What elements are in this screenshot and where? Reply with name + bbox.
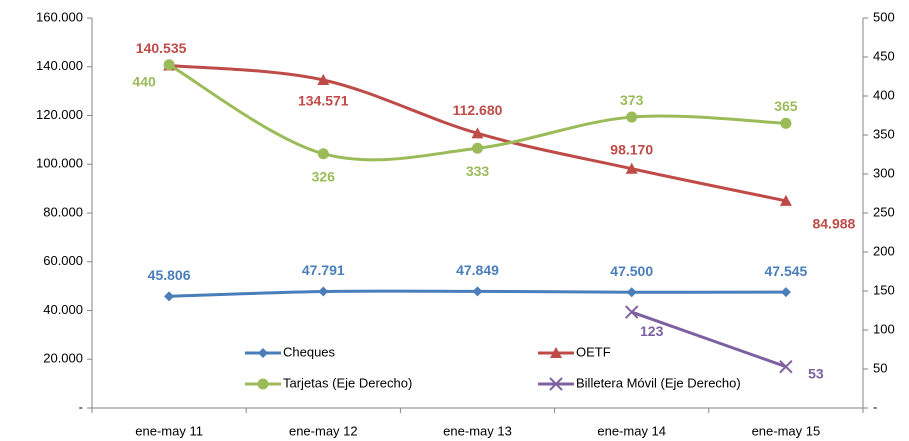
data-point xyxy=(626,111,638,123)
y2-tick-label: - xyxy=(873,399,877,414)
data-label: 123 xyxy=(640,323,664,339)
data-point xyxy=(780,117,792,129)
y-tick-label: 140.000 xyxy=(36,58,83,73)
data-point xyxy=(471,127,484,139)
y2-tick-label: 450 xyxy=(873,48,895,63)
data-label: 326 xyxy=(312,168,336,184)
y-tick-label: 40.000 xyxy=(43,302,83,317)
legend-marker xyxy=(550,347,562,358)
data-point xyxy=(624,305,639,319)
legend-marker xyxy=(258,348,268,358)
legend-marker xyxy=(549,377,563,391)
data-point xyxy=(164,291,175,302)
data-label: 134.571 xyxy=(298,93,349,109)
data-point xyxy=(163,59,175,71)
y2-tick-label: 200 xyxy=(873,243,895,258)
data-label: 84.988 xyxy=(812,216,855,232)
legend-marker xyxy=(257,378,269,390)
y-tick-label: 60.000 xyxy=(43,253,83,268)
y-tick-label: 20.000 xyxy=(43,351,83,366)
x-tick-label: ene-may 13 xyxy=(443,423,512,438)
y2-tick-label: 250 xyxy=(873,204,895,219)
data-point xyxy=(472,142,483,154)
x-tick-label: ene-may 15 xyxy=(752,423,821,438)
data-point xyxy=(626,287,637,298)
data-point xyxy=(779,359,793,374)
y-tick-label: 120.000 xyxy=(36,107,83,122)
legend-label: Tarjetas (Eje Derecho) xyxy=(283,375,412,390)
y2-tick-label: 100 xyxy=(873,321,895,336)
y-tick-label: 160.000 xyxy=(36,9,83,24)
y2-tick-label: 50 xyxy=(873,360,887,375)
data-label: 47.849 xyxy=(456,262,499,278)
data-point xyxy=(317,73,330,85)
data-label: 47.500 xyxy=(610,263,653,279)
data-point xyxy=(472,286,483,297)
data-label: 53 xyxy=(808,365,824,381)
legend-label: Billetera Móvil (Eje Derecho) xyxy=(576,375,741,390)
data-label: 47.545 xyxy=(764,263,807,279)
data-point xyxy=(780,287,791,298)
y-tick-label: 80.000 xyxy=(43,204,83,219)
data-label: 365 xyxy=(774,98,798,114)
data-label: 373 xyxy=(620,92,644,108)
legend-label: OETF xyxy=(576,344,611,359)
y2-tick-label: 350 xyxy=(873,126,895,141)
y-tick-label: 100.000 xyxy=(36,156,83,171)
data-label: 45.806 xyxy=(148,267,191,283)
data-label: 140.535 xyxy=(136,40,187,56)
data-label: 333 xyxy=(466,163,490,179)
data-point xyxy=(625,162,638,174)
x-tick-label: ene-may 12 xyxy=(289,423,358,438)
y2-tick-label: 500 xyxy=(873,9,895,24)
y2-tick-label: 400 xyxy=(873,87,895,102)
data-point xyxy=(779,194,792,206)
data-point xyxy=(318,286,329,297)
x-tick-label: ene-may 11 xyxy=(135,423,203,438)
y-tick-label: - xyxy=(79,399,83,414)
series-line xyxy=(631,310,787,369)
data-label: 47.791 xyxy=(302,262,345,278)
x-tick-label: ene-may 14 xyxy=(597,423,666,438)
y2-tick-label: 300 xyxy=(873,165,895,180)
data-point xyxy=(317,148,329,160)
data-label: 98.170 xyxy=(610,141,653,157)
data-label: 440 xyxy=(132,74,156,90)
legend-label: Cheques xyxy=(283,344,336,359)
data-label: 112.680 xyxy=(453,102,503,118)
y2-tick-label: 150 xyxy=(873,282,895,297)
